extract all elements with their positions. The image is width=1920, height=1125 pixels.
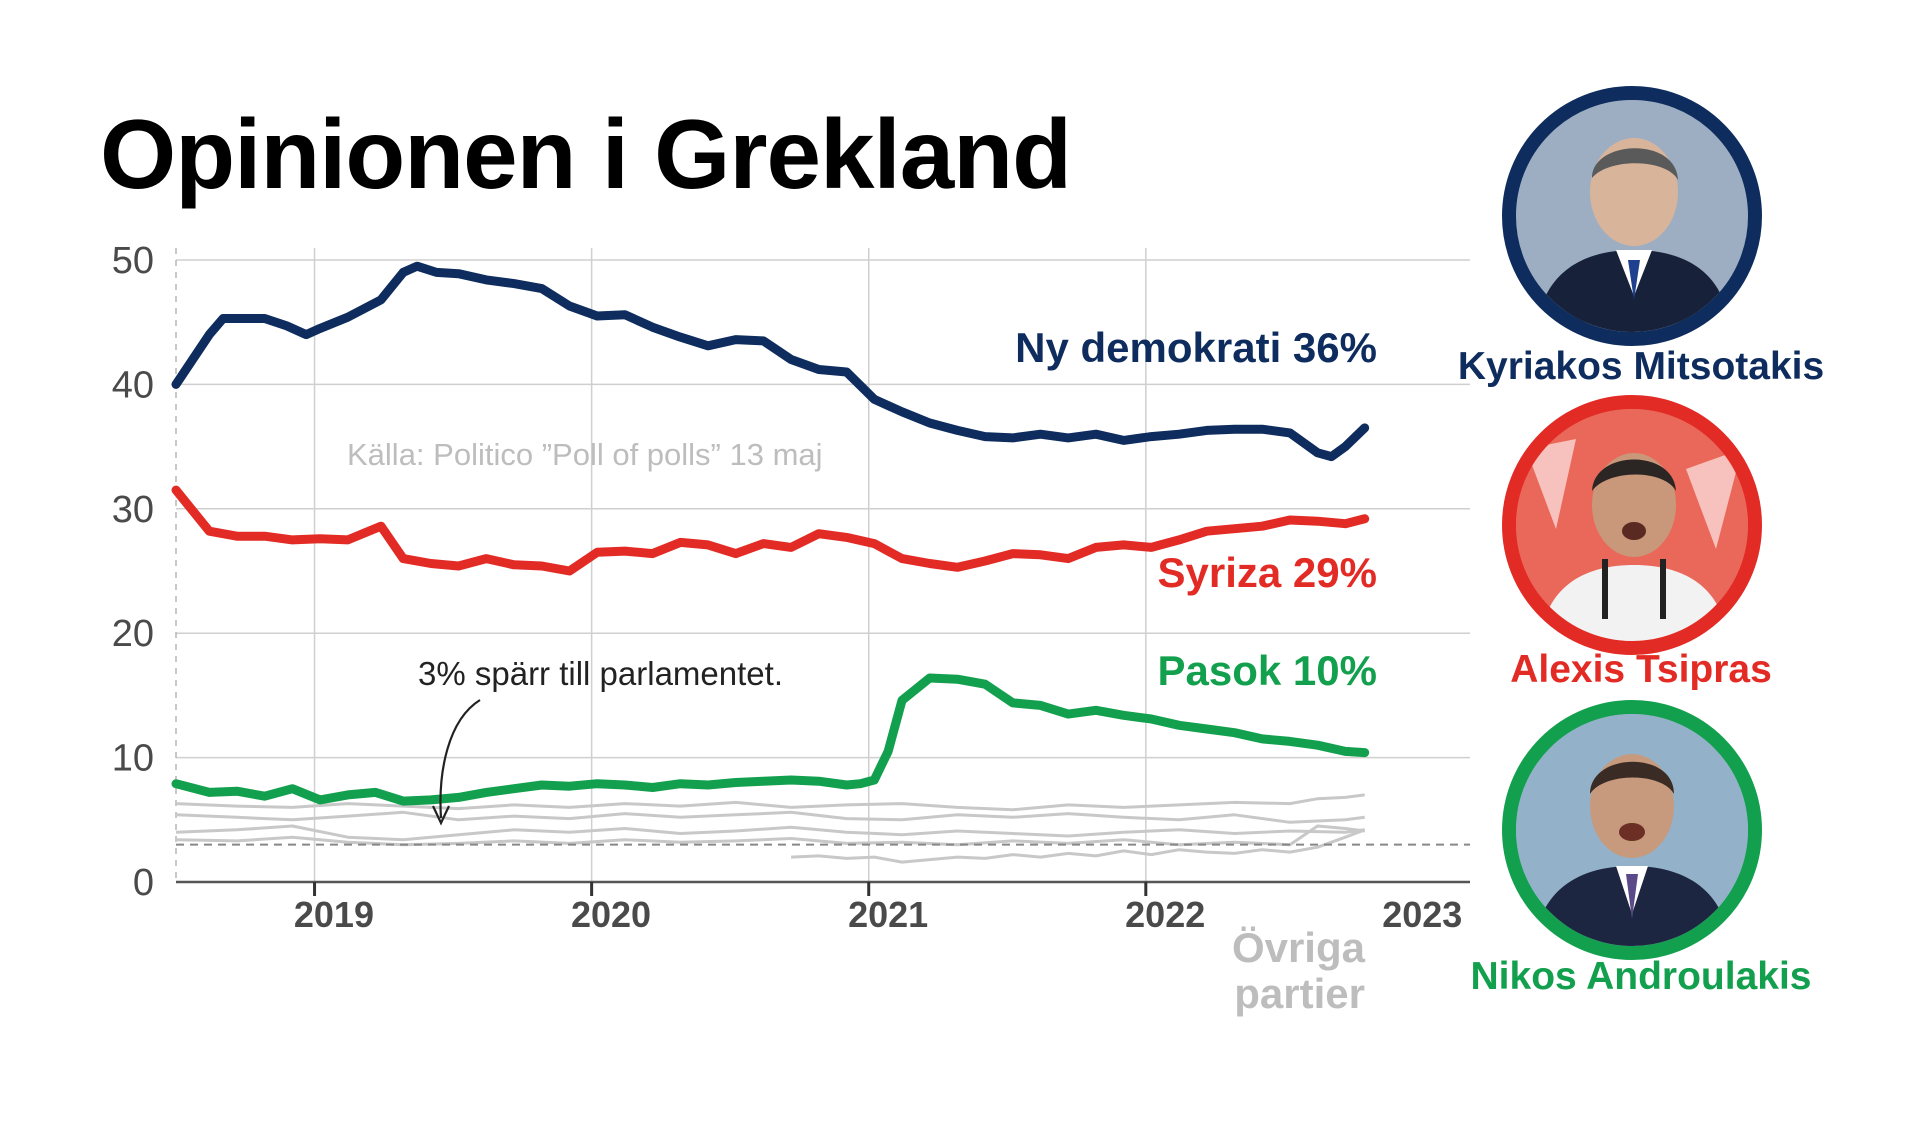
series-line-other: [175, 824, 1365, 842]
series-label-nd: Ny demokrati 36%: [1015, 324, 1377, 371]
y-tick-label: 0: [133, 862, 154, 904]
series-line-other: [175, 793, 1365, 812]
y-tick-label: 20: [112, 613, 154, 655]
person-name-tsipras: Alexis Tsipras: [1510, 648, 1772, 691]
x-tick-label: 2023: [1382, 894, 1462, 935]
threshold-note: 3% spärr till parlamentet.: [418, 655, 783, 692]
series-line-pasok: [171, 673, 1370, 806]
chart-title: Opinionen i Grekland: [100, 99, 1072, 209]
other-parties-lines: [175, 793, 1366, 864]
x-tick-label: 2019: [294, 894, 374, 935]
y-tick-label: 10: [112, 738, 154, 780]
person-name-mitsotakis: Kyriakos Mitsotakis: [1457, 345, 1825, 388]
portrait-androulakis: [1502, 700, 1762, 960]
x-axis: [176, 880, 1470, 896]
series-labels: Ny demokrati 36% Syriza 29% Pasok 10%: [1015, 324, 1377, 694]
portrait-tsipras: [1502, 395, 1762, 655]
others-label-line1: Övriga: [1232, 924, 1366, 971]
threshold-arrow: [439, 699, 481, 819]
x-tick-labels: 2019 2020 2021 2022 2023: [294, 894, 1462, 935]
x-tick-label: 2022: [1125, 894, 1205, 935]
series-line-other: [791, 828, 1366, 864]
series-label-syriza: Syriza 29%: [1158, 549, 1377, 596]
portrait-mitsotakis: [1502, 86, 1762, 346]
person-name-androulakis: Nikos Androulakis: [1470, 955, 1812, 998]
x-tick-label: 2020: [571, 894, 651, 935]
person-silhouette-icon: [1516, 100, 1748, 332]
source-note: Källa: Politico ”Poll of polls” 13 maj: [347, 437, 823, 472]
person-silhouette-icon: [1516, 409, 1748, 641]
person-silhouette-icon: [1516, 714, 1748, 946]
threshold-arrowhead: [432, 805, 450, 826]
series-label-pasok: Pasok 10%: [1158, 647, 1377, 694]
y-tick-labels: 0 10 20 30 40 50: [112, 240, 154, 904]
series-line-syriza: [171, 485, 1370, 576]
y-tick-label: 30: [112, 489, 154, 531]
y-tick-label: 40: [112, 364, 154, 406]
series-line-nd: [171, 261, 1370, 462]
series-line-other: [175, 810, 1365, 824]
gridlines: [175, 248, 1470, 882]
others-label-line2: partier: [1234, 970, 1365, 1017]
y-tick-label: 50: [112, 240, 154, 282]
main-party-lines: [171, 261, 1370, 806]
x-tick-label: 2021: [848, 894, 928, 935]
